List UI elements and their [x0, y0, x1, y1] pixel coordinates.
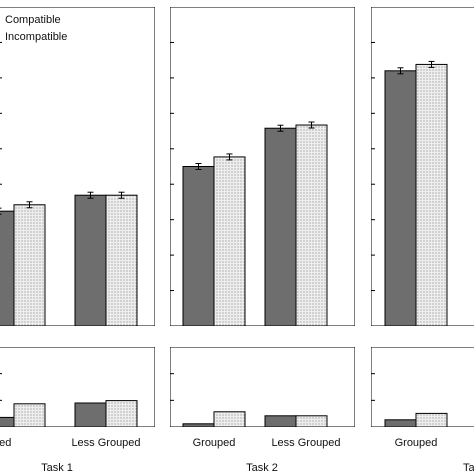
bar-compatible-grouped	[0, 210, 15, 326]
bar-compatible-grouped	[182, 423, 215, 427]
panel-frame	[170, 347, 355, 427]
task-title-2: Task 2	[246, 462, 278, 474]
bar-incompatible-less-grouped	[295, 415, 328, 427]
chart-legend: Compatible Incompatible	[5, 14, 67, 43]
bar-incompatible-less-grouped	[295, 124, 328, 326]
panel-5	[170, 347, 355, 427]
bar-incompatible-grouped	[13, 204, 46, 326]
panel-4	[0, 347, 155, 427]
panel-2	[170, 7, 355, 326]
bar-compatible-grouped	[384, 70, 417, 326]
category-label: Grouped	[193, 437, 236, 449]
bar-incompatible-grouped	[415, 63, 448, 326]
bar-compatible-less-grouped	[264, 415, 297, 427]
category-label: Grouped	[0, 437, 11, 449]
bar-compatible-grouped	[0, 416, 15, 427]
category-label: Grouped	[395, 437, 438, 449]
bar-incompatible-grouped	[213, 411, 246, 427]
bar-incompatible-less-grouped	[105, 194, 138, 326]
bar-incompatible-grouped	[415, 412, 448, 427]
bar-compatible-grouped	[384, 419, 417, 427]
bar-compatible-less-grouped	[74, 402, 107, 427]
bar-compatible-grouped	[182, 166, 215, 326]
panel-1	[0, 7, 155, 326]
bar-incompatible-grouped	[213, 156, 246, 326]
legend-label-incompatible: Incompatible	[5, 31, 67, 43]
panel-6	[371, 347, 474, 427]
task-title-3: Task 3	[463, 462, 474, 474]
category-label: Less Grouped	[271, 437, 340, 449]
task-title-1: Task 1	[41, 462, 73, 474]
bar-incompatible-less-grouped	[105, 400, 138, 427]
legend-label-compatible: Compatible	[5, 14, 61, 26]
panel-3	[371, 7, 474, 326]
bar-compatible-less-grouped	[264, 127, 297, 326]
category-label: Less Grouped	[71, 437, 140, 449]
bar-incompatible-grouped	[13, 403, 46, 427]
bar-compatible-less-grouped	[74, 194, 107, 326]
